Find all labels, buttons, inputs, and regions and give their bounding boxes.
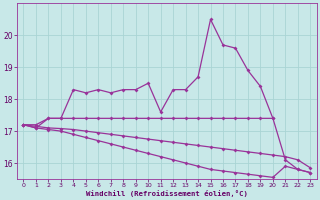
X-axis label: Windchill (Refroidissement éolien,°C): Windchill (Refroidissement éolien,°C) <box>86 190 248 197</box>
